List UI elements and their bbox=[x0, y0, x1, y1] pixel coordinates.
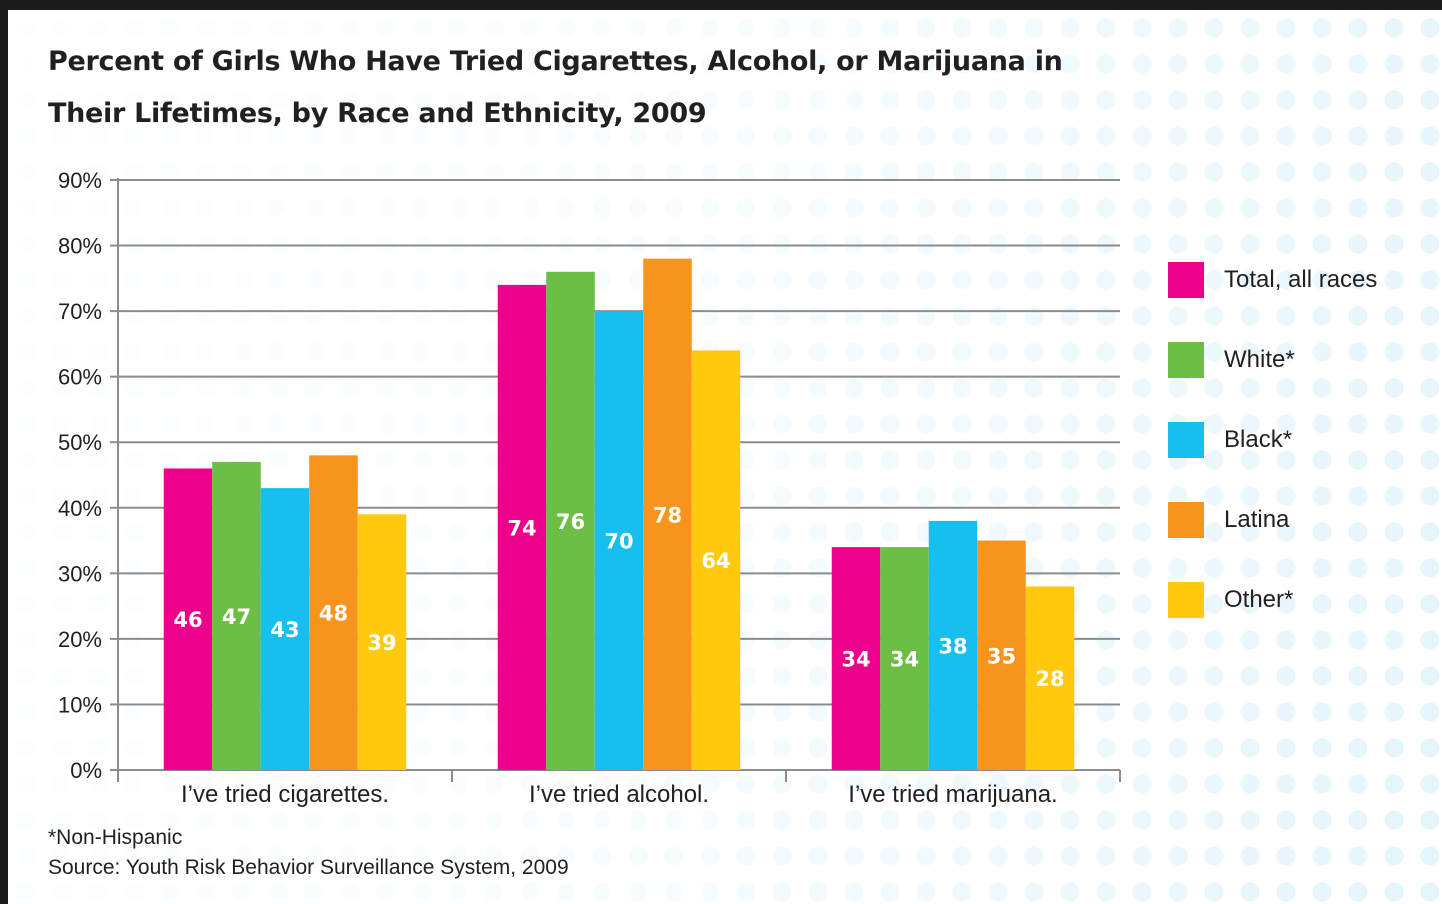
legend-swatch bbox=[1168, 262, 1204, 298]
bar bbox=[497, 284, 547, 770]
data-label: 28 bbox=[1035, 667, 1064, 691]
data-label: 64 bbox=[701, 549, 730, 573]
legend-swatch bbox=[1168, 342, 1204, 378]
y-tick-label: 80% bbox=[58, 234, 102, 259]
x-category-label: I’ve tried alcohol. bbox=[529, 781, 709, 808]
legend-item: Other* bbox=[1168, 580, 1442, 620]
data-label: 35 bbox=[987, 644, 1016, 668]
x-category-label: I’ve tried cigarettes. bbox=[181, 781, 389, 808]
y-tick-label: 40% bbox=[58, 496, 102, 521]
data-label: 70 bbox=[604, 530, 633, 554]
y-tick-label: 50% bbox=[58, 430, 102, 455]
data-label: 39 bbox=[367, 631, 396, 655]
chart-title-line-1: Percent of Girls Who Have Tried Cigarett… bbox=[48, 46, 1063, 77]
y-tick-label: 60% bbox=[58, 365, 102, 390]
legend-label: Total, all races bbox=[1224, 266, 1378, 293]
y-tick-label: 0% bbox=[70, 758, 102, 783]
bar bbox=[357, 514, 407, 770]
data-label: 76 bbox=[556, 510, 585, 534]
bar bbox=[977, 540, 1026, 770]
bar-chart: 0% 10% 20% 30% 40% 50% 60% 70% 80% 90% 46 47 43 48 39 I… bbox=[58, 168, 1121, 808]
legend-item: White* bbox=[1168, 340, 1442, 380]
data-label: 38 bbox=[938, 634, 967, 658]
bar bbox=[163, 468, 213, 770]
legend-swatch bbox=[1168, 502, 1204, 538]
bar bbox=[260, 488, 310, 770]
legend-item: Black* bbox=[1168, 420, 1442, 460]
data-label: 78 bbox=[653, 503, 682, 527]
data-label: 46 bbox=[173, 608, 202, 632]
chart-title-line-2: Their Lifetimes, by Race and Ethnicity, … bbox=[48, 98, 707, 129]
bar bbox=[212, 461, 261, 770]
legend-item: Latina bbox=[1168, 500, 1442, 540]
legend-swatch bbox=[1168, 582, 1204, 618]
legend-label: Latina bbox=[1224, 506, 1290, 533]
y-tick-label: 70% bbox=[58, 299, 102, 324]
data-label: 48 bbox=[319, 602, 348, 626]
data-label: 47 bbox=[222, 605, 251, 629]
bar bbox=[691, 350, 741, 770]
y-tick-label: 10% bbox=[58, 692, 102, 717]
bar bbox=[880, 547, 929, 770]
data-label: 34 bbox=[890, 648, 919, 672]
bar bbox=[643, 258, 692, 770]
source-note: Source: Youth Risk Behavior Surveillance… bbox=[48, 856, 569, 879]
y-tick-label: 90% bbox=[58, 168, 102, 193]
legend-label: Other* bbox=[1224, 586, 1294, 613]
legend-swatch bbox=[1168, 422, 1204, 458]
legend-label: Black* bbox=[1224, 426, 1293, 453]
bar bbox=[1025, 586, 1075, 770]
legend-label: White* bbox=[1224, 346, 1295, 373]
bar bbox=[546, 271, 595, 770]
data-label: 34 bbox=[841, 648, 870, 672]
bar bbox=[928, 520, 978, 770]
legend-item: Total, all races bbox=[1168, 260, 1442, 300]
chart-title: Percent of Girls Who Have Tried Cigarett… bbox=[48, 36, 1148, 140]
footnote: *Non-Hispanic bbox=[48, 826, 183, 849]
bar bbox=[594, 311, 644, 770]
data-label: 43 bbox=[270, 618, 299, 642]
x-category-label: I’ve tried marijuana. bbox=[848, 781, 1057, 808]
y-tick-label: 30% bbox=[58, 561, 102, 586]
bar bbox=[309, 455, 358, 770]
data-label: 74 bbox=[507, 516, 536, 540]
bar bbox=[831, 547, 881, 770]
y-tick-label: 20% bbox=[58, 627, 102, 652]
